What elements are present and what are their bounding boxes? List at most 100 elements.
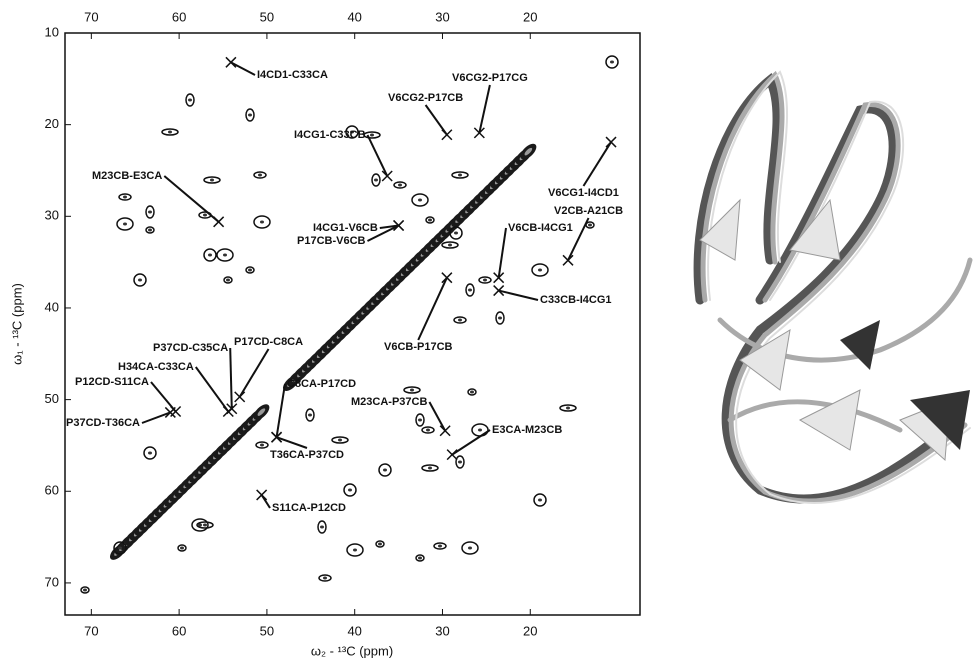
x-tick-label: 20 [523,623,537,638]
peak-cross [223,407,233,417]
peak-label: P37CD-T36CA [66,417,140,429]
contour [454,232,458,235]
y-tick-label: 50 [45,391,59,406]
leader-line [452,430,490,455]
y-tick-label: 20 [45,116,59,131]
contour [410,389,414,392]
contour [118,547,122,550]
contour [260,444,264,447]
peak-cross [226,57,236,67]
peak-label: S11CA-P12CD [272,502,346,514]
contour [370,134,374,137]
contour [203,524,207,527]
contour [383,469,387,472]
contour [418,199,422,202]
peak-label: P12CD-S11CA [75,376,149,388]
contour [538,499,542,502]
peak-label: V6CB-I4CG1 [508,222,573,234]
contour [148,229,152,232]
contour [138,279,142,282]
contour [323,577,327,580]
contour [428,467,432,470]
x-tick-label: 70 [84,623,98,638]
x-tick-label: 50 [260,9,274,24]
x-tick-label: 50 [260,623,274,638]
y-tick-label: 30 [45,208,59,223]
peak-label: E3CA-M23CB [492,424,562,436]
contour [308,414,312,417]
peak-cross [447,450,457,460]
peak-cross [235,392,245,402]
contour [378,543,382,546]
contour [210,179,214,182]
contour [148,211,152,214]
x-axis-title: ω₂ - ¹³C (ppm) [311,643,393,658]
x-tick-label: 40 [347,9,361,24]
protein-structure [698,72,970,503]
peak-label: V6CG1-I4CD1 [548,187,619,199]
x-tick-label: 30 [435,9,449,24]
peak-label: P17CB-V6CB [297,235,366,247]
x-tick-label: 20 [523,9,537,24]
y-axis-title: ω₁ - ¹³C (ppm) [9,283,24,365]
contour [538,269,542,272]
peak-cross [442,130,452,140]
contour [226,279,230,282]
contour [438,545,442,548]
contour [483,279,487,282]
peak-label: V6CB-P17CB [384,341,453,353]
x-tick-label: 60 [172,623,186,638]
leader-line [583,142,611,186]
peak-label: I4CG1-V6CB [313,222,378,234]
contour [418,419,422,422]
contour [83,589,87,592]
contour [468,547,472,550]
peak-cross [606,137,616,147]
peak-cross [257,490,267,500]
contour [498,317,502,320]
contour [123,223,127,226]
peak-label: V6CG2-P17CB [388,92,463,104]
contour [188,99,192,102]
x-tick-label: 70 [84,9,98,24]
peak-label: M23CA-P37CB [351,396,427,408]
contour [248,269,252,272]
contour [348,489,352,492]
contour [353,549,357,552]
contour [258,174,262,177]
x-tick-label: 30 [435,623,449,638]
figure: ω₂ - ¹³C (ppm) ω₁ - ¹³C (ppm) 7070606050… [0,0,978,660]
contour [203,214,207,217]
contour [478,429,482,432]
contour [123,196,127,199]
peak-cross [440,426,450,436]
peak-label: I4CG1-C33CB [294,129,366,141]
contour [588,224,592,227]
contour [458,319,462,322]
contour [448,244,452,247]
peak-label: V6CG2-P17CG [452,72,528,84]
peak-label: P37CD-C35CA [153,342,228,354]
contour [223,254,227,257]
contour [148,452,152,455]
leader-line [368,135,388,176]
contour [168,131,172,134]
leader-line [499,228,506,278]
leader-line [277,384,285,437]
contour [426,429,430,432]
peak-cross [214,217,224,227]
contour [248,114,252,117]
leader-line [418,278,447,340]
leader-line [231,62,255,75]
contour [458,174,462,177]
leader-line [429,402,445,431]
contour [566,407,570,410]
y-tick-label: 70 [45,574,59,589]
contour [374,179,378,182]
peak-label: I4CD1-C33CA [257,69,328,81]
y-tick-label: 10 [45,24,59,39]
peak-label: C33CB-I4CG1 [540,294,612,306]
peak-label: T36CA-P37CD [270,449,344,461]
contour [208,254,212,257]
contour [260,221,264,224]
